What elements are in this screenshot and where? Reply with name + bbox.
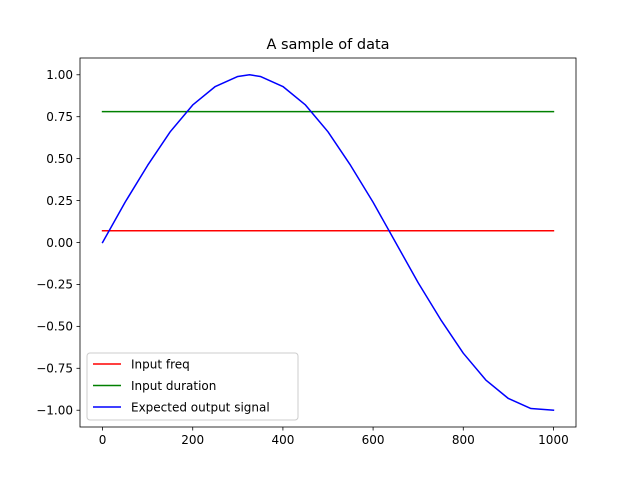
- legend: Input freq Input duration Expected output …: [86, 352, 299, 421]
- legend-box: [86, 352, 299, 421]
- y-tick-label: 0.75: [46, 110, 73, 124]
- y-tick-label: 0.00: [46, 236, 73, 250]
- x-tick-label: 800: [452, 433, 475, 447]
- y-tick-label: 1.00: [46, 68, 73, 82]
- x-tick-label: 200: [181, 433, 204, 447]
- y-tick-label: −1.00: [36, 404, 73, 418]
- y-tick-label: −0.25: [36, 278, 73, 292]
- chart-title: A sample of data: [266, 37, 389, 53]
- y-tick-label: 0.50: [46, 152, 73, 166]
- x-axis: 0 200 400 600 800 1000: [99, 427, 569, 447]
- x-tick-label: 1000: [538, 433, 569, 447]
- y-tick-label: −0.75: [36, 362, 73, 376]
- legend-label-0: Input freq: [131, 357, 190, 371]
- series-layer: [101, 74, 555, 412]
- legend-label-2: Expected output signal: [131, 400, 270, 414]
- y-tick-label: −0.50: [36, 320, 73, 334]
- legend-label-1: Input duration: [131, 379, 216, 393]
- x-tick-label: 600: [362, 433, 385, 447]
- y-axis: 1.00 0.75 0.50 0.25 0.00 −0.25 −0.50 −0.75 −1.00: [36, 68, 80, 418]
- x-tick-label: 400: [271, 433, 294, 447]
- y-tick-label: 0.25: [46, 194, 73, 208]
- series-line-2: [101, 74, 555, 412]
- x-tick-label: 0: [99, 433, 107, 447]
